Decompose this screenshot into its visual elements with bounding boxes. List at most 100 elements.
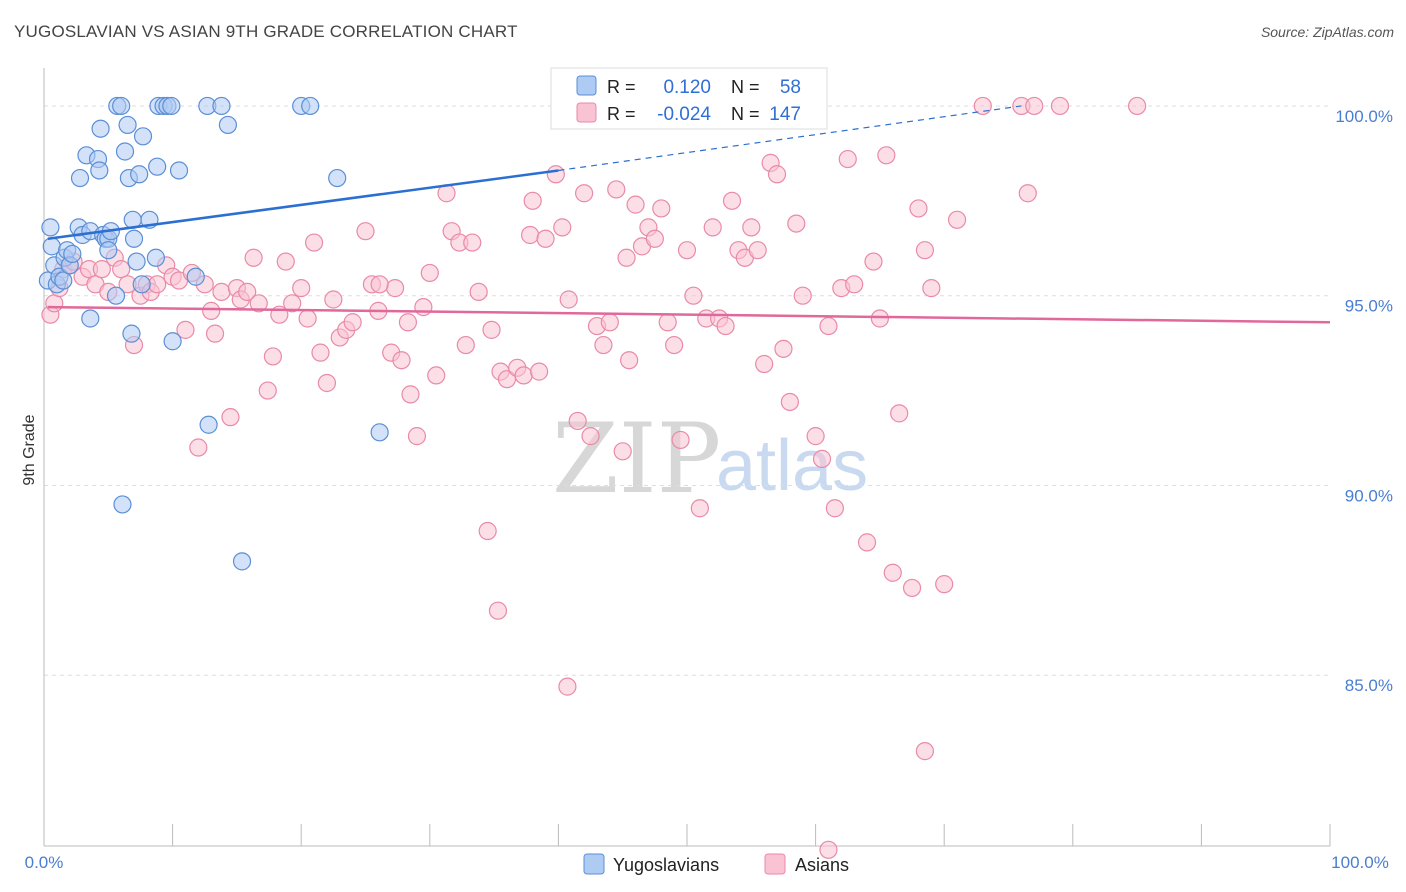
asians-point — [283, 294, 302, 313]
asians-point — [456, 335, 475, 355]
y-tick-label: 85.0% — [1345, 676, 1393, 695]
asians-point — [292, 279, 311, 298]
asians-point — [626, 195, 645, 214]
asians-point — [553, 218, 572, 237]
asians-point — [806, 427, 825, 446]
asians-point — [922, 279, 941, 298]
yugoslavians-point — [232, 552, 252, 571]
asians-point — [249, 294, 268, 313]
yugoslavians-point — [118, 115, 137, 135]
legend-n-value-1: 58 — [780, 77, 801, 98]
asians-point — [343, 313, 362, 332]
asians-point — [1025, 96, 1044, 116]
yugoslavians-point — [90, 161, 109, 180]
asians-point — [581, 427, 600, 446]
yugoslavians-point — [63, 244, 82, 264]
yugoslavians-point — [99, 241, 118, 260]
y-tick-label: 100.0% — [1335, 107, 1393, 126]
yugoslavians-point — [132, 275, 151, 294]
asians-point — [684, 286, 703, 305]
asians-point — [463, 233, 482, 252]
asians-point — [877, 146, 896, 165]
asians-point — [1050, 96, 1070, 116]
asians-point — [819, 316, 838, 336]
legend-top: R = 0.120 N = 58 R = -0.024 N = 147 — [550, 67, 828, 130]
yugoslavians-point — [70, 168, 90, 188]
yugoslavians-trend-line — [47, 169, 559, 241]
asians-point — [559, 290, 578, 309]
y-axis-label: 9th Grade — [21, 414, 38, 485]
asians-point — [370, 275, 389, 294]
asians-point — [427, 366, 446, 385]
asians-point — [575, 184, 594, 203]
asians-point — [909, 199, 928, 218]
asians-point — [212, 282, 231, 302]
asians-point — [767, 165, 787, 184]
yugoslavians-point — [162, 96, 181, 116]
asians-point — [258, 381, 277, 400]
asians-point — [276, 252, 295, 271]
legend-r-value-1: 0.120 — [663, 77, 711, 98]
asians-point — [864, 252, 883, 271]
asians-point — [870, 309, 890, 328]
yugoslavians-point — [122, 324, 141, 343]
asians-point — [488, 601, 508, 620]
yugoslavians-point — [127, 252, 146, 271]
asians-point — [742, 218, 761, 237]
yugoslavians-point — [113, 495, 132, 514]
asians-point — [304, 233, 324, 252]
legend-n-label-2: N = — [731, 104, 760, 124]
asians-point — [317, 373, 337, 393]
yugoslavians-point — [106, 286, 126, 305]
asians-series — [41, 96, 1147, 859]
legend-swatch-asians — [576, 102, 597, 123]
asians-point — [838, 149, 857, 169]
x-tick-label-max: 100.0% — [1331, 853, 1389, 872]
asians-point — [902, 578, 922, 598]
asians-point — [45, 294, 64, 313]
asians-point — [748, 241, 767, 260]
asians-point — [244, 248, 263, 267]
yugoslavians-point — [199, 415, 218, 434]
asians-point — [716, 316, 735, 336]
yugoslavians-point — [328, 168, 347, 188]
asians-point — [356, 222, 375, 241]
asians-point — [825, 499, 844, 518]
asians-point — [607, 180, 626, 199]
legend-swatch-yugoslavians — [576, 75, 597, 96]
legend-bottom: Yugoslavians Asians — [583, 853, 849, 875]
legend-r-value-2: -0.024 — [657, 104, 711, 125]
source-credit: Source: ZipAtlas.com — [1260, 24, 1394, 40]
yugoslavians-point — [370, 423, 389, 442]
x-tick-label-min: 0.0% — [25, 853, 64, 872]
legend-r-label-2: R = — [607, 104, 636, 124]
asians-point — [414, 297, 433, 317]
yugoslavians-series — [38, 96, 389, 571]
asians-point — [755, 354, 774, 374]
asians-point — [947, 210, 967, 229]
legend-bottom-label-asians: Asians — [795, 855, 849, 875]
asians-point — [407, 427, 427, 446]
asians-point — [176, 320, 195, 339]
asians-point — [530, 362, 549, 381]
x-ticks — [43, 824, 1331, 846]
yugoslavians-point — [130, 165, 149, 184]
asians-point — [857, 533, 877, 552]
asians-point — [469, 282, 488, 302]
legend-r-label-1: R = — [607, 77, 636, 97]
yugoslavians-point — [41, 218, 60, 237]
asians-point — [883, 563, 902, 582]
yugoslavians-point — [81, 309, 100, 328]
yugoslavians-point — [169, 161, 189, 180]
asians-point — [546, 165, 565, 184]
y-tick-label: 90.0% — [1345, 486, 1393, 505]
yugoslavians-point — [212, 96, 231, 116]
asians-point — [845, 275, 864, 294]
asians-point — [568, 411, 587, 431]
asians-point — [600, 313, 619, 332]
asians-point — [202, 301, 221, 320]
asians-point — [703, 218, 722, 237]
asians-point — [189, 438, 208, 457]
yugoslavians-trend-extension — [558, 105, 1022, 172]
legend-bottom-swatch-yugoslavians — [583, 853, 605, 875]
